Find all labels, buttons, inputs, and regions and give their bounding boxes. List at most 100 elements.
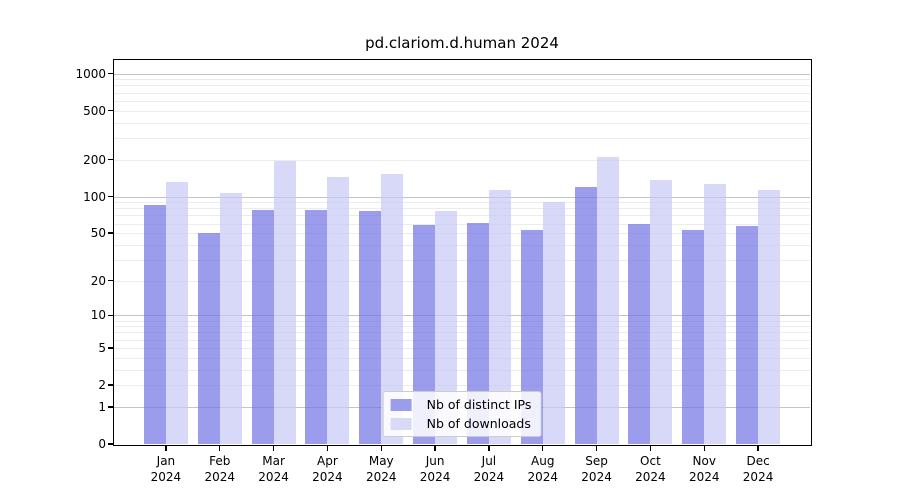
bar-downloads: [273, 161, 296, 444]
gridline-minor: [114, 280, 810, 282]
legend-entry-distinct-ips: Nb of distinct IPs: [390, 396, 532, 413]
gridline-minor: [114, 369, 810, 371]
x-axis-tick: [595, 445, 598, 451]
y-axis-tick: [108, 195, 113, 198]
y-axis-tick-label: 10: [90, 308, 106, 323]
bar-distinct-ips: [682, 230, 705, 444]
legend: Nb of distinct IPs Nb of downloads: [382, 391, 542, 437]
x-axis-tick: [165, 445, 167, 451]
y-axis-tick-label: 1: [98, 399, 106, 414]
x-axis-tick: [219, 445, 221, 451]
gridline-minor: [114, 92, 810, 94]
x-axis-tick-label: May 2024: [365, 454, 397, 484]
x-axis-tick-label: Oct 2024: [635, 454, 666, 484]
bar-distinct-ips: [305, 209, 328, 444]
bar-distinct-ips: [520, 230, 543, 444]
legend-label-distinct-ips: Nb of distinct IPs: [426, 397, 532, 412]
x-axis-tick: [380, 445, 382, 451]
y-axis-tick: [108, 158, 113, 161]
bar-distinct-ips: [143, 205, 166, 444]
x-axis-tick: [703, 445, 705, 451]
y-axis-tick-label: 500: [83, 103, 106, 118]
y-axis-tick-label: 1000: [75, 66, 106, 81]
gridline-major: [114, 315, 810, 317]
gridline-major: [114, 73, 810, 75]
bar-distinct-ips: [736, 226, 759, 444]
legend-swatch-distinct-ips: [390, 398, 412, 411]
bar-downloads: [758, 190, 781, 444]
legend-entry-downloads: Nb of downloads: [390, 415, 532, 432]
gridline-minor: [114, 357, 810, 359]
bar-distinct-ips: [466, 222, 489, 444]
x-axis-tick-label: Dec 2024: [742, 454, 774, 484]
y-axis-tick-label: 2: [98, 378, 106, 393]
gridline-minor: [114, 202, 810, 204]
bar-distinct-ips: [197, 233, 220, 444]
chart-title: pd.clariom.d.human 2024: [365, 34, 559, 52]
legend-swatch-downloads: [390, 417, 412, 430]
bar-downloads: [488, 190, 511, 444]
y-axis-tick: [108, 232, 113, 234]
y-axis-tick-label: 50: [90, 226, 106, 241]
gridline-minor: [114, 215, 810, 217]
y-axis-tick-label: 5: [98, 340, 106, 355]
x-axis-tick-label: Nov 2024: [688, 454, 720, 484]
gridline-minor: [114, 233, 810, 235]
x-axis-tick: [757, 445, 759, 451]
gridline-minor: [114, 110, 810, 112]
y-axis-tick-label: 0: [98, 437, 106, 451]
bar-downloads: [650, 180, 673, 444]
y-axis-tick: [108, 443, 113, 445]
bar-downloads: [435, 211, 458, 444]
gridline-minor: [114, 223, 810, 225]
gridline-minor: [114, 137, 810, 139]
y-axis-tick: [108, 347, 113, 349]
x-axis-tick: [326, 445, 329, 451]
gridline-minor: [114, 159, 810, 161]
bar-downloads: [704, 184, 727, 444]
plot-area: Nb of distinct IPs Nb of downloads: [112, 58, 812, 446]
gridline-minor: [114, 100, 810, 102]
gridline-minor: [114, 320, 810, 322]
bar-downloads: [381, 174, 404, 444]
gridline-minor: [114, 347, 810, 349]
y-axis-tick: [108, 384, 113, 386]
x-axis-tick-label: Jul 2024: [473, 454, 505, 484]
bar-distinct-ips: [359, 211, 382, 444]
gridline-minor: [114, 259, 810, 261]
gridline-minor: [114, 122, 810, 124]
y-axis-tick: [108, 72, 113, 75]
x-axis-tick-label: Apr 2024: [312, 454, 343, 484]
gridline-minor: [114, 332, 810, 334]
x-axis-tick-label: Jan 2024: [150, 454, 182, 484]
x-axis-tick-label: Sep 2024: [581, 454, 612, 484]
y-axis-tick: [108, 406, 113, 408]
x-axis-tick: [434, 445, 436, 451]
gridline-minor: [114, 326, 810, 328]
bar-downloads: [327, 176, 350, 444]
bar-distinct-ips: [628, 223, 651, 444]
bar-downloads: [596, 156, 619, 444]
legend-label-downloads: Nb of downloads: [426, 416, 531, 431]
gridline-minor: [114, 79, 810, 81]
gridline-minor: [114, 208, 810, 210]
bar-downloads: [219, 192, 242, 444]
gridline-minor: [114, 85, 810, 87]
bar-distinct-ips: [574, 186, 597, 444]
y-axis-tick: [108, 109, 113, 112]
x-axis-tick: [649, 445, 652, 451]
x-axis-tick-label: Feb 2024: [204, 454, 236, 484]
gridline-minor: [114, 339, 810, 341]
bar-distinct-ips: [251, 209, 274, 444]
x-axis-tick: [488, 445, 490, 451]
x-axis-tick-label: Aug 2024: [527, 454, 559, 484]
y-axis-tick-label: 200: [83, 152, 106, 167]
gridline-minor: [114, 385, 810, 387]
y-axis-tick-label: 100: [83, 189, 106, 204]
gridline-minor: [114, 244, 810, 246]
gridline-major: [114, 196, 810, 198]
bar-downloads: [542, 202, 565, 444]
x-axis-tick-label: Mar 2024: [258, 454, 289, 484]
y-axis-tick: [108, 280, 113, 282]
